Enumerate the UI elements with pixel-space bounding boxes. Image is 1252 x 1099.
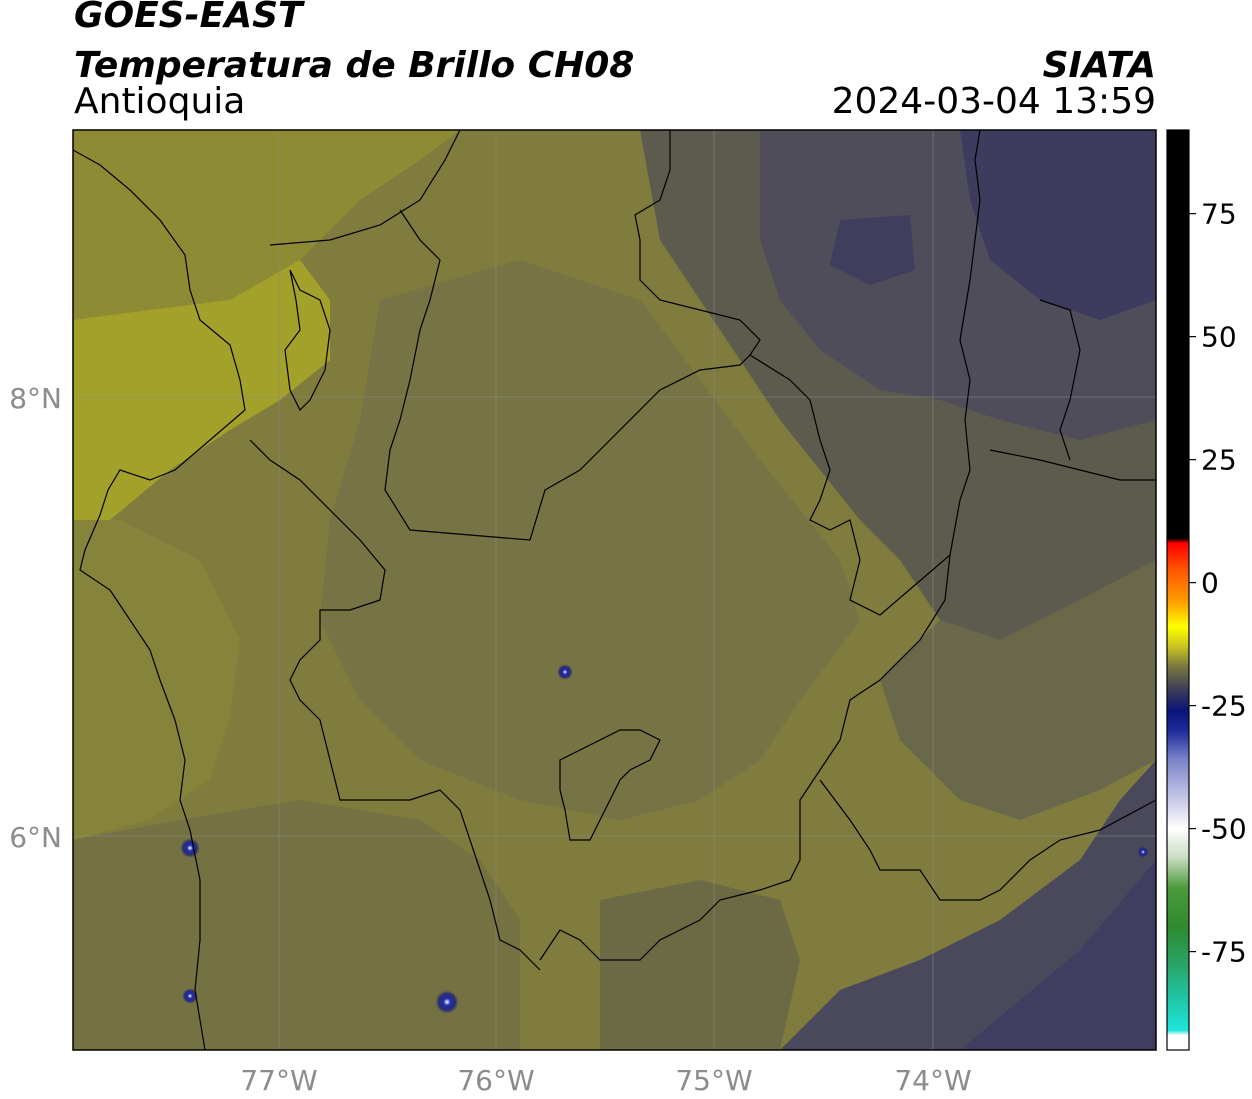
cold-patch	[830, 215, 915, 285]
graticule	[73, 130, 1156, 1050]
dept-boundary-northeast	[989, 449, 1156, 481]
colorbar-bar	[1166, 129, 1190, 1051]
dept-boundary-east	[749, 354, 951, 616]
northeast-coldest-region	[960, 130, 1156, 320]
convective-cell	[182, 988, 198, 1004]
convective-cell	[435, 990, 459, 1014]
south-west-region	[73, 800, 520, 1050]
brightness-temperature-field	[73, 130, 1156, 1050]
south-central-region	[600, 880, 800, 1050]
colorbar-tick-label: 50	[1201, 321, 1237, 354]
gulf-shoreline	[284, 269, 331, 412]
colorbar-tick-label: -75	[1201, 936, 1247, 969]
convective-cell	[1137, 846, 1149, 858]
colorbar-tick-label: -50	[1201, 813, 1247, 846]
colorbar-ticks: 75 50 25 0 -25 -50 -75	[1189, 198, 1247, 969]
satellite-title: GOES-EAST	[74, 0, 303, 36]
convective-cell	[557, 664, 573, 680]
lon-label-74w: 74°W	[894, 1064, 971, 1097]
colorbar-tick-label: 25	[1201, 444, 1237, 477]
dept-boundary-north	[384, 130, 761, 541]
datetime-label: 2024-03-04 13:59	[831, 81, 1156, 122]
lon-label-77w: 77°W	[240, 1064, 317, 1097]
coastline	[73, 149, 246, 1050]
region-label: Antioquia	[74, 81, 246, 122]
organization-label: SIATA	[1042, 45, 1156, 86]
dept-boundary-west	[249, 439, 541, 971]
boundaries	[73, 130, 1156, 1050]
colorbar-tick-label: -25	[1201, 690, 1247, 723]
dept-boundary-southeast	[819, 779, 1156, 901]
product-title: Temperatura de Brillo CH08	[74, 45, 635, 86]
atrato-delta	[269, 130, 461, 246]
central-mid-region	[320, 260, 860, 820]
southeast-coldest-region	[960, 860, 1156, 1050]
map-frame	[72, 129, 1157, 1051]
east-mid-region	[880, 560, 1156, 820]
metro-boundary	[559, 729, 661, 841]
colorbar: 75 50 25 0 -25 -50 -75	[1166, 129, 1247, 1051]
warm-region-uraba	[73, 260, 330, 520]
longitude-labels: 77°W 76°W 75°W 74°W	[240, 1064, 971, 1097]
lat-label-8n: 8°N	[9, 382, 62, 415]
colorbar-tick-label: 75	[1201, 198, 1237, 231]
dept-boundary-south	[539, 554, 951, 961]
latitude-labels: 8°N 6°N	[9, 382, 62, 854]
convective-cell	[180, 838, 200, 858]
warm-region-choco	[73, 520, 240, 840]
dept-boundary-far-east	[949, 130, 981, 556]
lon-label-75w: 75°W	[675, 1064, 752, 1097]
lat-label-6n: 6°N	[9, 821, 62, 854]
lon-label-76w: 76°W	[457, 1064, 534, 1097]
river-boundary-east	[1039, 299, 1081, 461]
colorbar-tick-label: 0	[1201, 567, 1219, 600]
